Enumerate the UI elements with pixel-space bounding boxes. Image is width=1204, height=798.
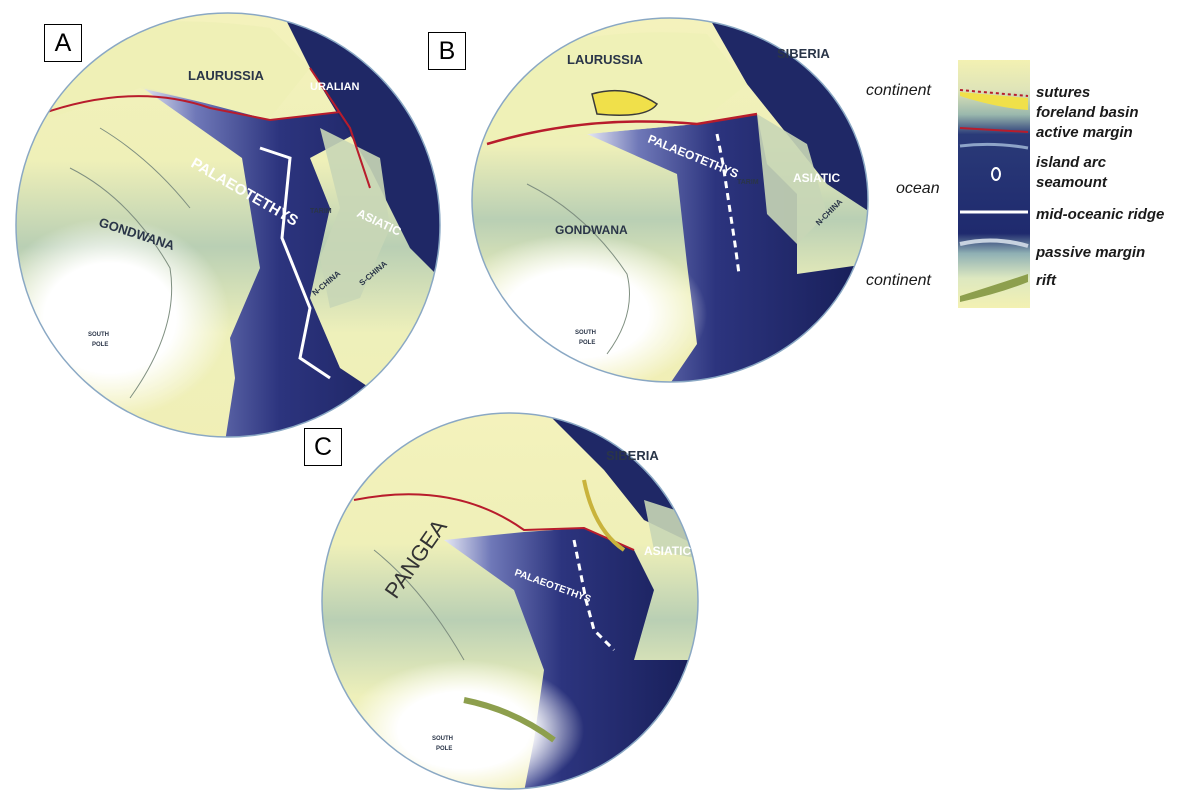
legend-rift-swatch xyxy=(960,274,1028,302)
label-south-a: SOUTH xyxy=(88,332,109,338)
palaeotethys-ocean-b xyxy=(587,114,868,382)
rift-south-c xyxy=(463,697,556,743)
globe-a: LAURUSSIA URALIAN PALAEOTETHYS GONDWANA … xyxy=(15,12,441,438)
globe-b: LAURUSSIA SIBERIA PALAEOTETHYS GONDWANA … xyxy=(471,17,869,383)
legend-foreland-basin-swatch xyxy=(960,92,1028,110)
panel-c-label-box: C xyxy=(304,428,342,466)
legend-sutures-swatch xyxy=(959,89,1029,97)
legend-passive-margin-label: passive margin xyxy=(1036,244,1146,261)
active-margin-b xyxy=(486,112,758,146)
mid-oceanic-ridge-b xyxy=(715,133,741,275)
legend-active-margin-label: active margin xyxy=(1036,124,1133,141)
active-margin-a xyxy=(29,95,341,122)
legend-seamount-swatch xyxy=(991,167,1001,181)
panel-b-letter: B xyxy=(438,36,456,65)
label-laurussia-a: LAURUSSIA xyxy=(188,68,264,83)
active-margin-c xyxy=(353,493,635,551)
legend-foreland-basin-label: foreland basin xyxy=(1036,104,1139,121)
label-siberia-b: SIBERIA xyxy=(777,46,830,61)
asiatic-blocks-a xyxy=(320,128,390,308)
legend-continent-bottom-label: continent xyxy=(866,272,931,289)
legend-rift-label: rift xyxy=(1036,272,1056,289)
legend-island-arc-label: island arc xyxy=(1036,154,1107,171)
laurussia-b xyxy=(477,32,747,144)
label-gondwana-b: GONDWANA xyxy=(555,223,628,237)
legend-active-margin-swatch xyxy=(959,127,1029,133)
legend-ridge-label: mid-oceanic ridge xyxy=(1036,206,1165,223)
legend-sutures-label: sutures xyxy=(1036,84,1091,101)
palaeotethys-ocean-c xyxy=(444,528,698,789)
label-south-c: SOUTH xyxy=(432,736,453,742)
label-pole-c: POLE xyxy=(436,746,452,752)
panel-c-letter: C xyxy=(313,432,333,461)
palaeotethys-ocean-a xyxy=(140,86,440,437)
label-pole-b: POLE xyxy=(579,340,595,346)
south-pole-ice-c xyxy=(344,660,584,789)
asiatic-blocks-b xyxy=(757,114,827,244)
mid-oceanic-ridge-c xyxy=(572,539,616,652)
foreland-basin-b xyxy=(591,89,659,116)
south-pole-ice-a xyxy=(16,218,230,418)
legend-swatch-column xyxy=(958,60,1030,308)
legend-continent-top-label: continent xyxy=(866,82,931,99)
label-siberia-c: SIBERIA xyxy=(606,448,659,463)
south-pole-ice-b xyxy=(472,234,707,382)
label-asiatic-b: ASIATIC xyxy=(793,171,840,185)
panel-a-label-box: A xyxy=(44,24,82,62)
label-laurussia-b: LAURUSSIA xyxy=(567,52,643,67)
legend-passive-margin-swatch xyxy=(959,238,1029,248)
label-uralian-a: URALIAN xyxy=(310,81,360,93)
legend-seamount-label: seamount xyxy=(1036,174,1107,191)
panel-a-letter: A xyxy=(54,28,72,57)
panel-b-label-box: B xyxy=(428,32,466,70)
label-asiatic-c: ASIATIC xyxy=(644,544,691,558)
label-tarim-a: TARIM xyxy=(310,208,332,215)
rift-c xyxy=(582,479,626,552)
label-south-b: SOUTH xyxy=(575,330,596,336)
globe-c: PANGEA SIBERIA PALAEOTETHYS ASIATIC SOUT… xyxy=(321,412,699,790)
legend-island-arc-swatch xyxy=(959,142,1029,150)
label-pole-a: POLE xyxy=(92,342,108,348)
legend-ocean-label: ocean xyxy=(896,180,940,197)
label-tarim-b: TARIM xyxy=(737,179,759,186)
mid-oceanic-ridge-a xyxy=(259,146,331,380)
